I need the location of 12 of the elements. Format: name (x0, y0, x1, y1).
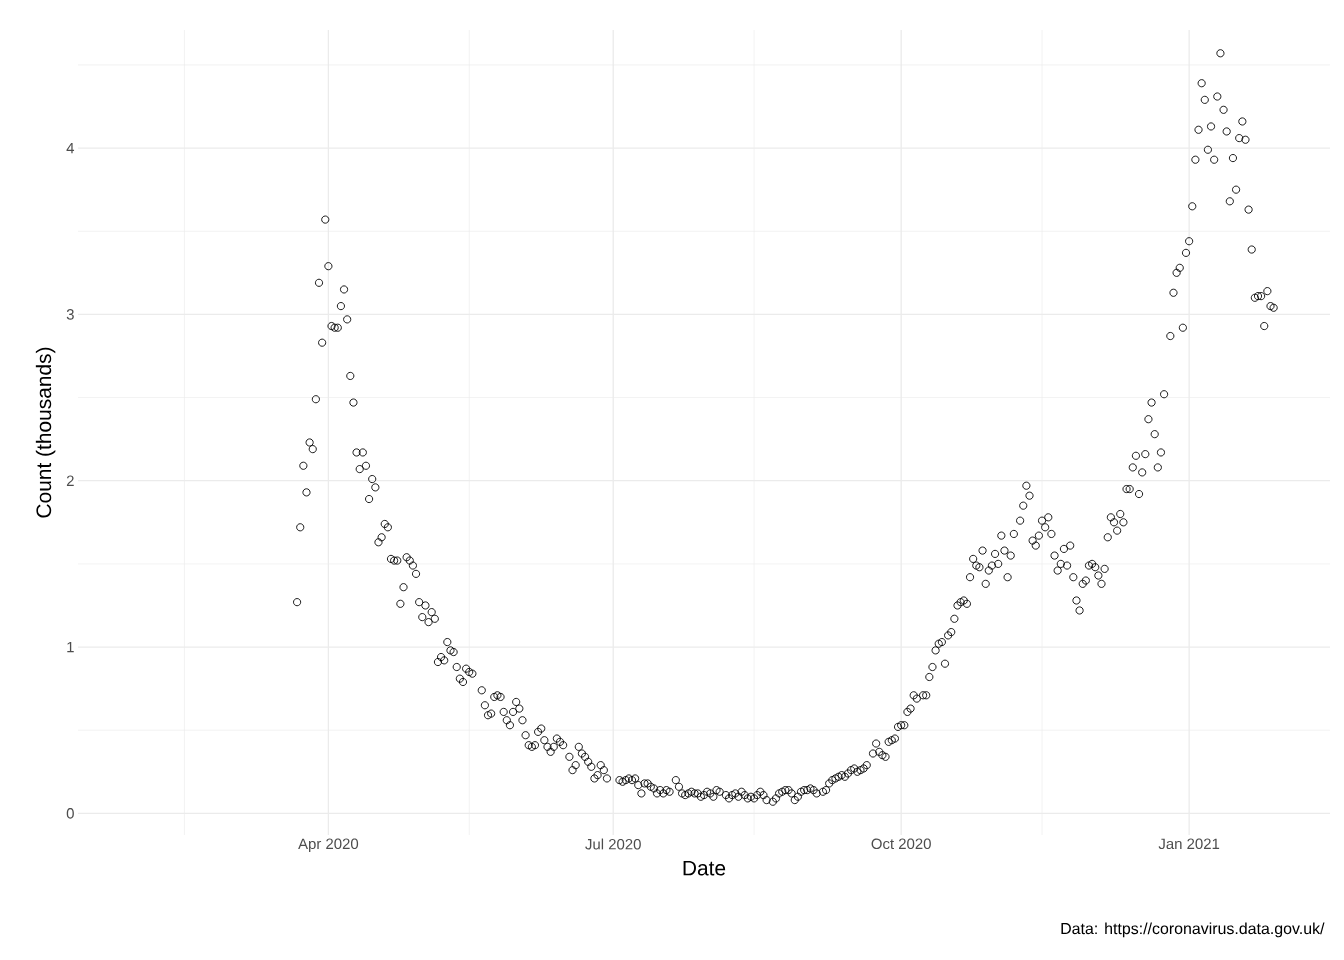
y-tick-label: 0 (66, 808, 74, 819)
y-axis-title: Count (thousands) (35, 347, 56, 518)
x-tick-label: Oct 2020 (871, 838, 931, 850)
y-tick-label: 4 (66, 142, 75, 154)
text: Data: https://coronavirus.data.gov.uk/ (1061, 922, 1325, 938)
y-tick-label: 1 (67, 641, 74, 653)
y-tick-label: 3 (66, 309, 74, 320)
x-axis-title: Date (683, 860, 726, 876)
x-tick-label: Jan 2021 (1158, 838, 1220, 850)
x-tick-label: Apr 2020 (298, 838, 359, 853)
x-tick-label: Jul 2020 (585, 838, 641, 850)
y-tick-label: 2 (66, 475, 74, 486)
